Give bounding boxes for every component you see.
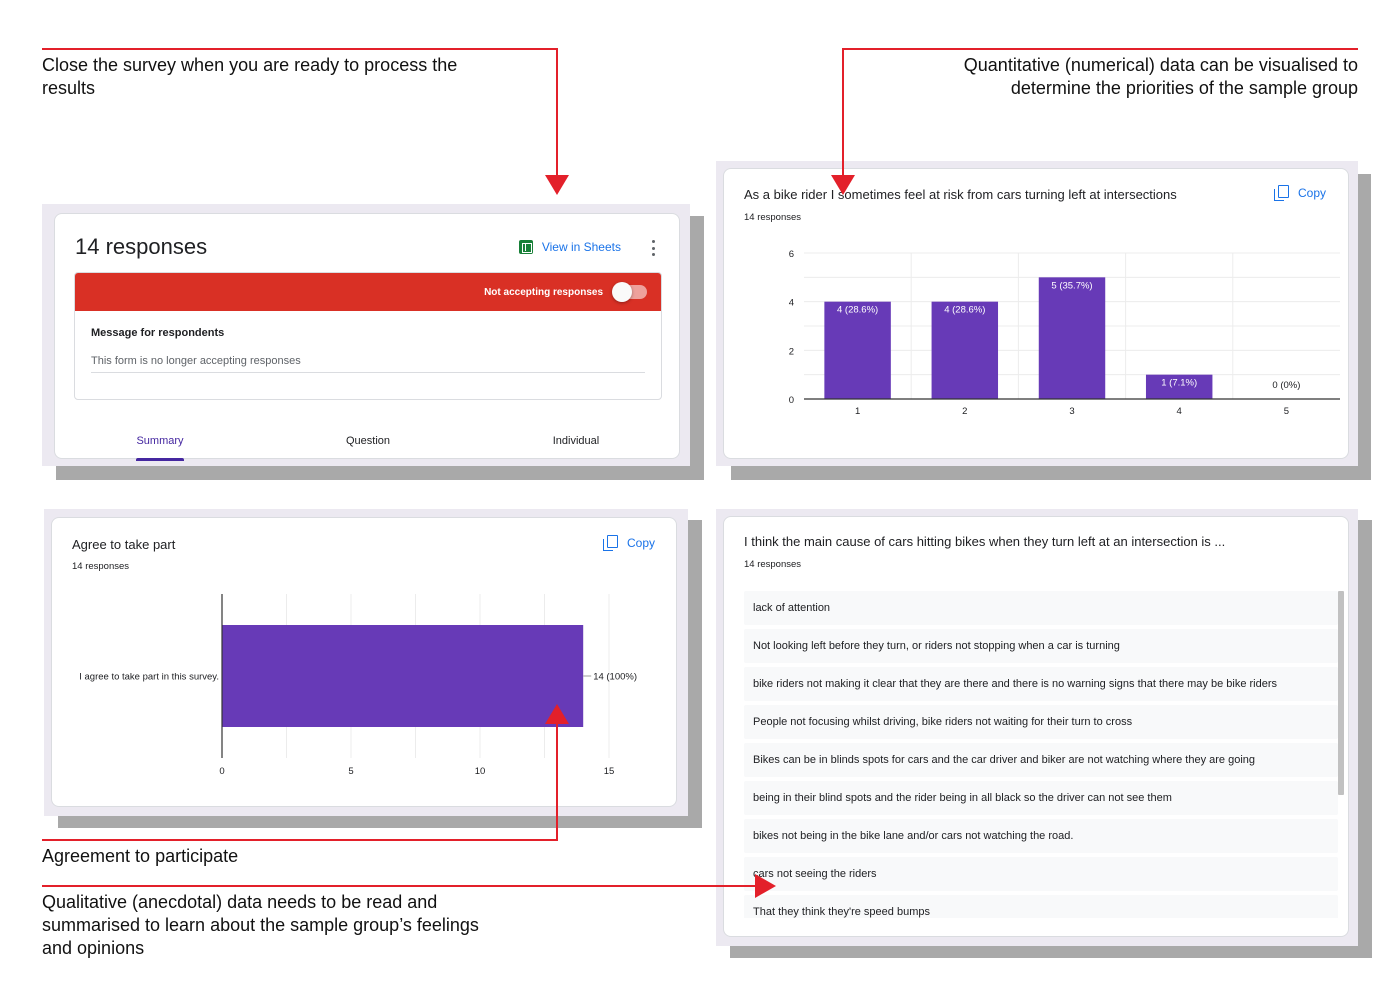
answer-item: bikes not being in the bike lane and/or … [744, 819, 1338, 853]
y-tick-label: 6 [789, 249, 794, 260]
annotation-quantitative: Quantitative (numerical) data can be vis… [963, 55, 1358, 98]
not-accepting-banner: Not accepting responses [75, 273, 661, 311]
responses-panel: 14 responses View in Sheets Not acceptin… [54, 213, 680, 461]
answer-item: cars not seeing the riders [744, 857, 1338, 891]
y-tick-label: 0 [789, 395, 794, 406]
x-tick-label: 3 [1069, 406, 1074, 417]
tab-question[interactable]: Question [345, 435, 391, 447]
question-title: I think the main cause of cars hitting b… [744, 534, 1226, 549]
risk-bar-chart: 0 2 4 6 4 (28.6%) 1 4 (28.6%) 2 5 (35.7%) 3 1 (7.1… [789, 249, 1340, 417]
answer-item: Not looking left before they turn, or ri… [744, 629, 1338, 663]
view-in-sheets-button[interactable]: View in Sheets [518, 240, 621, 254]
accepting-responses-box: Not accepting responses Message for resp… [74, 272, 662, 400]
data-label: 0 (0%) [1272, 380, 1300, 391]
arrowhead-icon [545, 175, 569, 195]
x-tick-label: 5 [348, 766, 353, 777]
y-tick-label: 4 [789, 298, 794, 309]
copy-button[interactable]: Copy [1274, 185, 1327, 201]
x-tick-label: 10 [475, 766, 486, 777]
view-in-sheets-label: View in Sheets [541, 240, 621, 254]
y-tick-label: 2 [789, 346, 794, 357]
cause-question-card: I think the main cause of cars hitting b… [723, 516, 1349, 937]
x-tick-label: 5 [1284, 406, 1289, 417]
x-tick-label: 2 [962, 406, 967, 417]
bar [824, 301, 891, 399]
answers-scrollbar[interactable] [1338, 591, 1344, 795]
tab-summary[interactable]: Summary [136, 435, 184, 447]
x-tick-label: 4 [1177, 406, 1182, 417]
category-label: I agree to take part in this survey. [79, 672, 219, 683]
x-tick-label: 1 [855, 406, 860, 417]
answer-item: bike riders not making it clear that the… [744, 667, 1338, 701]
annotation-close-survey: Close the survey when you are ready to p… [42, 55, 458, 98]
responses-title: 14 responses [75, 234, 208, 259]
answer-item: Bikes can be in blinds spots for cars an… [744, 743, 1338, 777]
risk-question-card: As a bike rider I sometimes feel at risk… [723, 168, 1349, 459]
bar [222, 625, 584, 727]
message-label: Message for respondents [91, 327, 225, 339]
message-field[interactable]: This form is no longer accepting respons… [91, 355, 645, 373]
answer-item: being in their blind spots and the rider… [744, 781, 1338, 815]
tab-individual[interactable]: Individual [552, 435, 600, 447]
question-title: As a bike rider I sometimes feel at risk… [744, 187, 1177, 202]
answers-list[interactable]: lack of attention Not looking left before… [744, 591, 1338, 918]
not-accepting-label: Not accepting responses [484, 286, 603, 298]
data-label: 4 (28.6%) [944, 305, 985, 316]
answer-item: That they think they're speed bumps [744, 895, 1338, 918]
data-label: 1 (7.1%) [1161, 378, 1197, 389]
copy-label: Copy [1298, 185, 1327, 200]
agree-question-card: Agree to take part 14 responses Copy 0 5 1… [51, 517, 677, 807]
active-tab-indicator [136, 458, 184, 461]
copy-icon [603, 535, 618, 551]
copy-label: Copy [627, 535, 656, 550]
x-tick-label: 15 [604, 766, 615, 777]
bar [1145, 374, 1213, 399]
response-count: 14 responses [744, 212, 802, 223]
copy-icon [1274, 185, 1289, 201]
answer-item: People not focusing whilst driving, bike… [744, 705, 1338, 739]
question-title: Agree to take part [72, 537, 176, 552]
x-tick-label: 0 [219, 766, 224, 777]
bar [931, 301, 999, 399]
annotation-qualitative: Qualitative (anecdotal) data needs to be… [42, 892, 479, 958]
copy-button[interactable]: Copy [603, 535, 656, 551]
response-count: 14 responses [72, 561, 130, 572]
annotation-agreement: Agreement to participate [42, 846, 239, 866]
data-label: 4 (28.6%) [837, 305, 878, 316]
data-label: 14 (100%) [593, 672, 637, 683]
data-label: 5 (35.7%) [1051, 280, 1092, 291]
answer-item: lack of attention [744, 591, 1338, 625]
accepting-responses-toggle[interactable] [612, 282, 647, 302]
bar [1038, 277, 1106, 399]
response-count: 14 responses [744, 559, 802, 570]
sheets-icon [518, 240, 533, 254]
agree-bar-chart: 0 5 10 15 14 (100%) I agree to take part in t… [79, 594, 637, 777]
more-vert-icon[interactable] [651, 240, 655, 256]
